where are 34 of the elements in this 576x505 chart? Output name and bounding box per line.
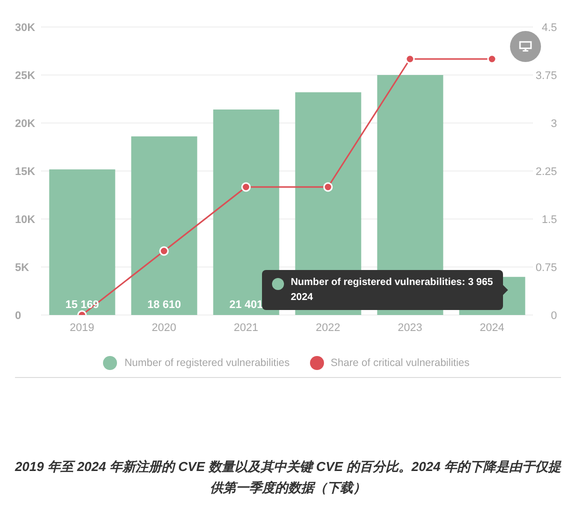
point	[159, 246, 169, 256]
x-tick-label: 2019	[70, 322, 94, 334]
text: 2019 年至 2024 年新注册的 CVE 数量以及其中关键 CVE 的百分比。2024 年的下降是由于仅提供第一季度的数据（下载）	[14, 458, 562, 497]
y2-tick-label: 0.75	[536, 262, 557, 274]
point	[241, 182, 251, 192]
data-label: 18 610	[147, 299, 182, 311]
y-tick-label: 15K	[15, 166, 36, 178]
legend-label: Share of critical vulnerabilities	[330, 356, 470, 368]
bar	[131, 136, 198, 315]
point	[405, 54, 415, 64]
y-tick-label: 0	[15, 310, 22, 322]
x-tick-label: 2024	[480, 322, 504, 334]
y-tick-label: 20K	[15, 118, 36, 130]
point	[323, 182, 333, 192]
bar	[49, 169, 116, 315]
y2-tick-label: 1.5	[542, 214, 557, 226]
annotation: Number of registered vulnerabilities: 3 965 2024	[290, 276, 493, 305]
y2-tick-label: 4.5	[542, 22, 557, 34]
legend-label: Number of registered vulnerabilities	[124, 356, 290, 368]
y-tick-label: 30K	[15, 22, 36, 34]
y2-tick-label: 2.25	[536, 166, 557, 178]
y2-tick-label: 0	[550, 310, 557, 322]
tooltip: Number of registered vulnerabilities: 3 965 2024	[262, 270, 503, 310]
y2-tick-label: 3	[550, 118, 557, 130]
x-tick-label: 2020	[152, 322, 176, 334]
y2-tick-label: 3.75	[536, 70, 557, 82]
x-tick-label: 2022	[316, 322, 340, 334]
y-tick-label: 25K	[15, 70, 36, 82]
y-tick-label: 5K	[15, 262, 30, 274]
point	[487, 54, 497, 64]
x-tick-label: 2023	[398, 322, 422, 334]
x-tick-label: 2021	[234, 322, 258, 334]
y-tick-label: 10K	[15, 214, 36, 226]
bar	[213, 110, 280, 315]
